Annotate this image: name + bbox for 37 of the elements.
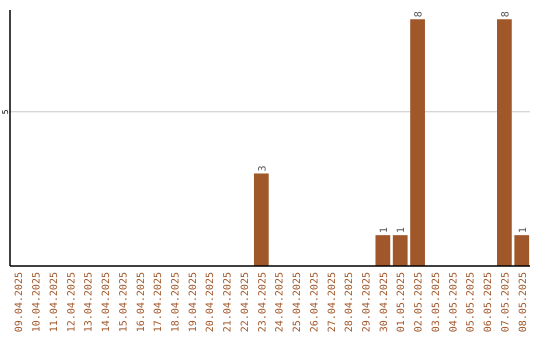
x-tick-label: 01.05.2025	[396, 272, 408, 332]
x-tick-label: 28.04.2025	[344, 272, 356, 332]
x-tick-label: 17.04.2025	[153, 272, 164, 332]
x-tick-label: 04.05.2025	[448, 272, 460, 332]
x-tick-label: 06.05.2025	[483, 272, 494, 332]
x-tick-label: 07.05.2025	[500, 272, 512, 332]
data-label: 1	[378, 227, 390, 234]
x-tick-label: 21.04.2025	[222, 272, 234, 332]
x-tick-label: 30.04.2025	[378, 272, 390, 332]
y-tick-label: 5	[1, 109, 10, 114]
x-tick-label: 03.05.2025	[430, 272, 442, 332]
data-label: 3	[257, 165, 268, 172]
x-tick-label: 22.04.2025	[240, 272, 251, 332]
x-tick-label: 09.04.2025	[14, 272, 26, 332]
data-label: 1	[518, 227, 529, 234]
x-tick-label: 25.04.2025	[292, 272, 304, 332]
x-tick-label: 05.05.2025	[466, 272, 477, 332]
x-tick-label: 18.04.2025	[170, 272, 182, 332]
x-tick-label: 29.04.2025	[361, 272, 372, 332]
x-tick-label: 26.04.2025	[309, 272, 320, 332]
x-tick-label: 20.04.2025	[205, 272, 216, 332]
x-tick-label: 13.04.2025	[84, 272, 95, 332]
x-tick-label: 27.04.2025	[326, 272, 338, 332]
x-tick-label: 23.04.2025	[257, 272, 268, 332]
x-tick-label: 15.04.2025	[118, 272, 130, 332]
data-label: 8	[500, 11, 512, 18]
x-tick-label: 24.04.2025	[274, 272, 286, 332]
x-tick-label: 16.04.2025	[136, 272, 147, 332]
x-tick-label: 19.04.2025	[188, 272, 199, 332]
x-tick-label: 12.04.2025	[66, 272, 78, 332]
x-tick-label: 14.04.2025	[101, 272, 112, 332]
x-tick-label: 10.04.2025	[32, 272, 43, 332]
data-label: 1	[396, 227, 408, 234]
x-tick-label: 11.04.2025	[48, 272, 60, 332]
data-label: 8	[414, 11, 425, 18]
x-tick-label: 08.05.2025	[518, 272, 529, 332]
x-tick-label: 02.05.2025	[414, 272, 425, 332]
